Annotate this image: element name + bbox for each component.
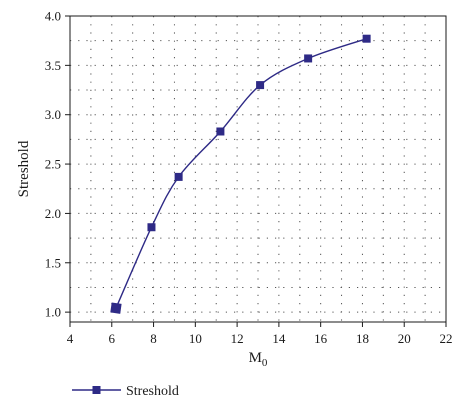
data-point — [216, 127, 225, 136]
y-tick-label: 1.5 — [45, 255, 61, 270]
y-axis-ticks: 1.0 1.5 2.0 2.5 3.0 3.5 4.0 — [45, 9, 70, 320]
y-tick-label: 3.0 — [45, 107, 61, 122]
x-tick-label: 10 — [189, 331, 202, 346]
legend: Streshold — [72, 384, 179, 399]
data-point — [147, 223, 156, 232]
plot-frame — [69, 15, 447, 323]
y-tick-label: 3.5 — [45, 58, 61, 73]
y-tick-label: 2.5 — [45, 157, 61, 172]
x-tick-label: 18 — [356, 331, 369, 346]
x-tick-label: 16 — [314, 331, 328, 346]
grid-dots — [70, 16, 446, 322]
data-point — [256, 81, 265, 90]
x-axis-label-subscript: 0 — [262, 357, 268, 369]
y-tick-label: 1.0 — [45, 305, 61, 320]
data-point — [110, 302, 122, 314]
y-tick-label: 2.0 — [45, 206, 61, 221]
x-axis-label-main: M — [249, 350, 262, 366]
legend-label: Streshold — [126, 384, 179, 399]
data-point — [174, 172, 183, 181]
y-axis-label: Streshold — [16, 140, 32, 197]
legend-marker — [92, 386, 101, 394]
x-tick-label: 20 — [398, 331, 411, 346]
x-tick-label: 8 — [150, 331, 157, 346]
x-axis-ticks: 4 6 8 10 12 14 16 18 20 22 — [67, 322, 453, 346]
series-line-group — [115, 38, 367, 309]
y-tick-label: 4.0 — [45, 9, 61, 24]
x-axis-label: M0 — [249, 350, 268, 369]
x-tick-label: 12 — [231, 331, 244, 346]
data-points — [110, 34, 371, 314]
x-tick-label: 22 — [440, 331, 453, 346]
data-point — [304, 54, 313, 63]
data-point — [362, 34, 371, 43]
x-tick-label: 4 — [67, 331, 74, 346]
x-tick-label: 14 — [272, 331, 286, 346]
series-line — [115, 38, 367, 309]
x-tick-label: 6 — [109, 331, 116, 346]
